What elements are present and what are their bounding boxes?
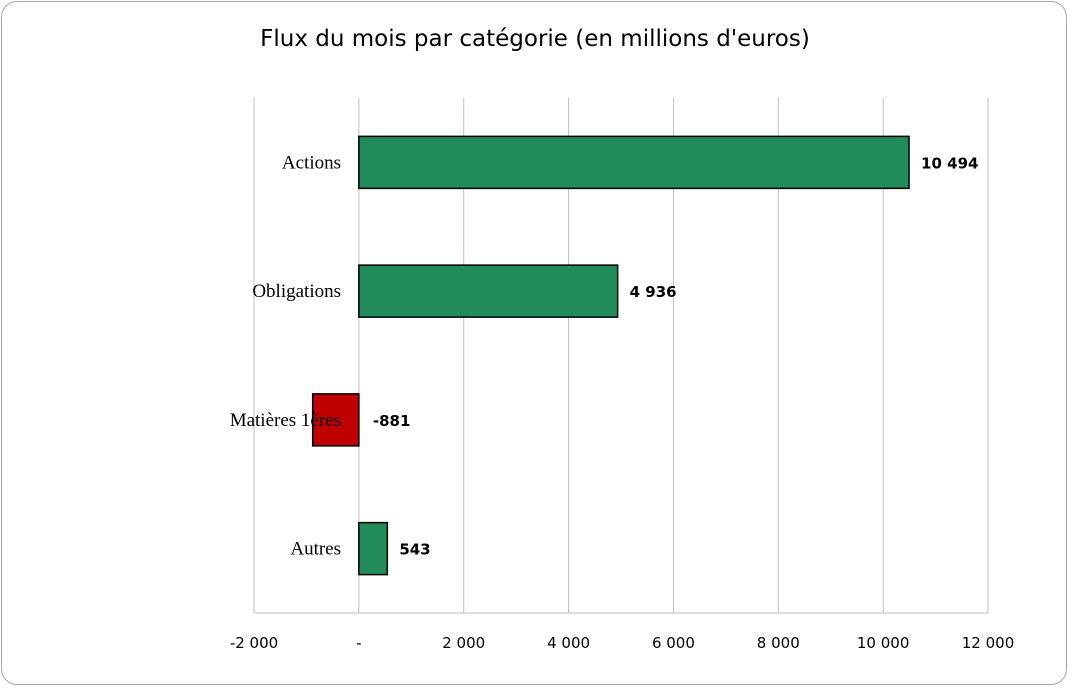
bar-1 [358,264,619,318]
x-tick-label-4: 6 000 [652,634,695,652]
bar-2 [311,393,360,447]
category-labels: Actions Obligations Matières 1ères Autres [230,152,341,559]
category-label-1: Obligations [252,281,341,302]
x-tick-label-0: -2 000 [230,634,278,652]
x-tick-label-5: 8 000 [757,634,800,652]
data-label-3: 543 [399,541,430,559]
data-labels: 10 494 4 936 -881 543 [373,154,979,558]
data-label-0: 10 494 [921,154,978,172]
data-label-2: -881 [373,412,411,430]
category-label-2: Matières 1ères [230,410,341,431]
x-axis: -2 000-2 000 4 000 6 000 8 000 10 000 12 000 [230,612,1015,652]
bars [311,135,910,576]
x-tick-label-7: 12 000 [962,634,1015,652]
chart-title: Flux du mois par catégorie (en millions … [260,26,810,52]
x-tick-label-2: 2 000 [442,634,485,652]
category-label-0: Actions [282,152,341,173]
bar-3 [358,521,389,576]
x-tick-label-3: 4 000 [547,634,590,652]
bar-0 [358,135,910,190]
x-tick-label-6: 10 000 [857,634,910,652]
data-label-1: 4 936 [630,283,677,301]
x-tick-label-1: - [356,634,361,652]
category-label-3: Autres [290,539,341,560]
